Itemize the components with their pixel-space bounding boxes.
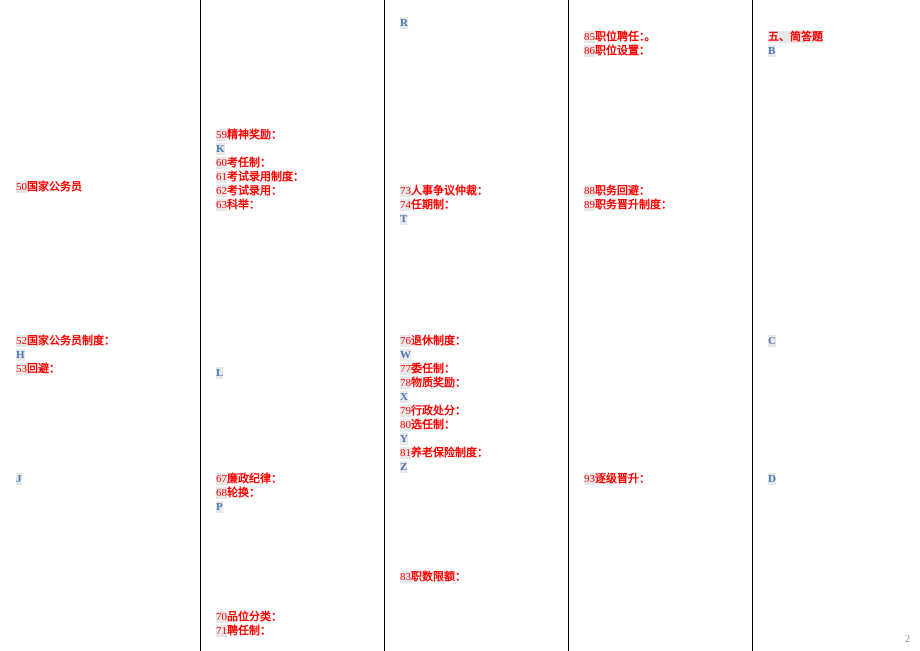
index-letter: W xyxy=(400,348,411,362)
index-entry: 76退休制度： xyxy=(400,334,466,348)
index-letter: J xyxy=(16,472,22,486)
index-entry: 70品位分类： xyxy=(216,610,282,624)
index-letter: X xyxy=(400,390,408,404)
index-entry: 86职位设置： xyxy=(584,44,650,58)
column-divider xyxy=(752,0,753,651)
index-entry: 81养老保险制度： xyxy=(400,446,488,460)
index-letter: Y xyxy=(400,432,408,446)
column-divider xyxy=(384,0,385,651)
index-entry: 89职务晋升制度： xyxy=(584,198,672,212)
index-entry: 93逐级晋升： xyxy=(584,472,650,486)
index-entry: 50国家公务员 xyxy=(16,180,82,194)
column-divider xyxy=(200,0,201,651)
index-letter: H xyxy=(16,348,25,362)
index-letter: B xyxy=(768,44,775,58)
index-entry: 73人事争议仲裁： xyxy=(400,184,488,198)
index-entry: 80选任制： xyxy=(400,418,455,432)
index-entry: 78物质奖励： xyxy=(400,376,466,390)
index-entry: 67廉政纪律： xyxy=(216,472,282,486)
index-entry: 62考试录用： xyxy=(216,184,282,198)
index-letter: L xyxy=(216,366,223,380)
index-entry: 53回避： xyxy=(16,362,60,376)
index-letter: K xyxy=(216,142,225,156)
column-divider xyxy=(568,0,569,651)
index-entry: 83职数限额： xyxy=(400,570,466,584)
index-letter: C xyxy=(768,334,776,348)
index-entry: 63科举： xyxy=(216,198,260,212)
index-entry: 77委任制： xyxy=(400,362,455,376)
index-entry: 88职务回避： xyxy=(584,184,650,198)
index-entry: 74任期制： xyxy=(400,198,455,212)
index-letter: T xyxy=(400,212,407,226)
index-letter: P xyxy=(216,500,223,514)
index-letter: D xyxy=(768,472,776,486)
page-container: 50国家公务员 52国家公务员制度： H 53回避： J 59精神奖励： K 6… xyxy=(0,0,920,651)
index-entry: 85职位聘任：。 xyxy=(584,30,656,44)
index-entry: 71聘任制： xyxy=(216,624,271,638)
index-letter: Z xyxy=(400,460,407,474)
index-entry: 59精神奖励： xyxy=(216,128,282,142)
index-entry: 61考试录用制度： xyxy=(216,170,304,184)
index-entry: 60考任制： xyxy=(216,156,271,170)
index-letter: R xyxy=(400,16,408,30)
index-entry: 79行政处分： xyxy=(400,404,466,418)
index-entry: 52国家公务员制度： xyxy=(16,334,115,348)
section-heading: 五、简答题 xyxy=(768,30,823,44)
index-entry: 68轮换： xyxy=(216,486,260,500)
page-number: 2 xyxy=(905,634,910,645)
